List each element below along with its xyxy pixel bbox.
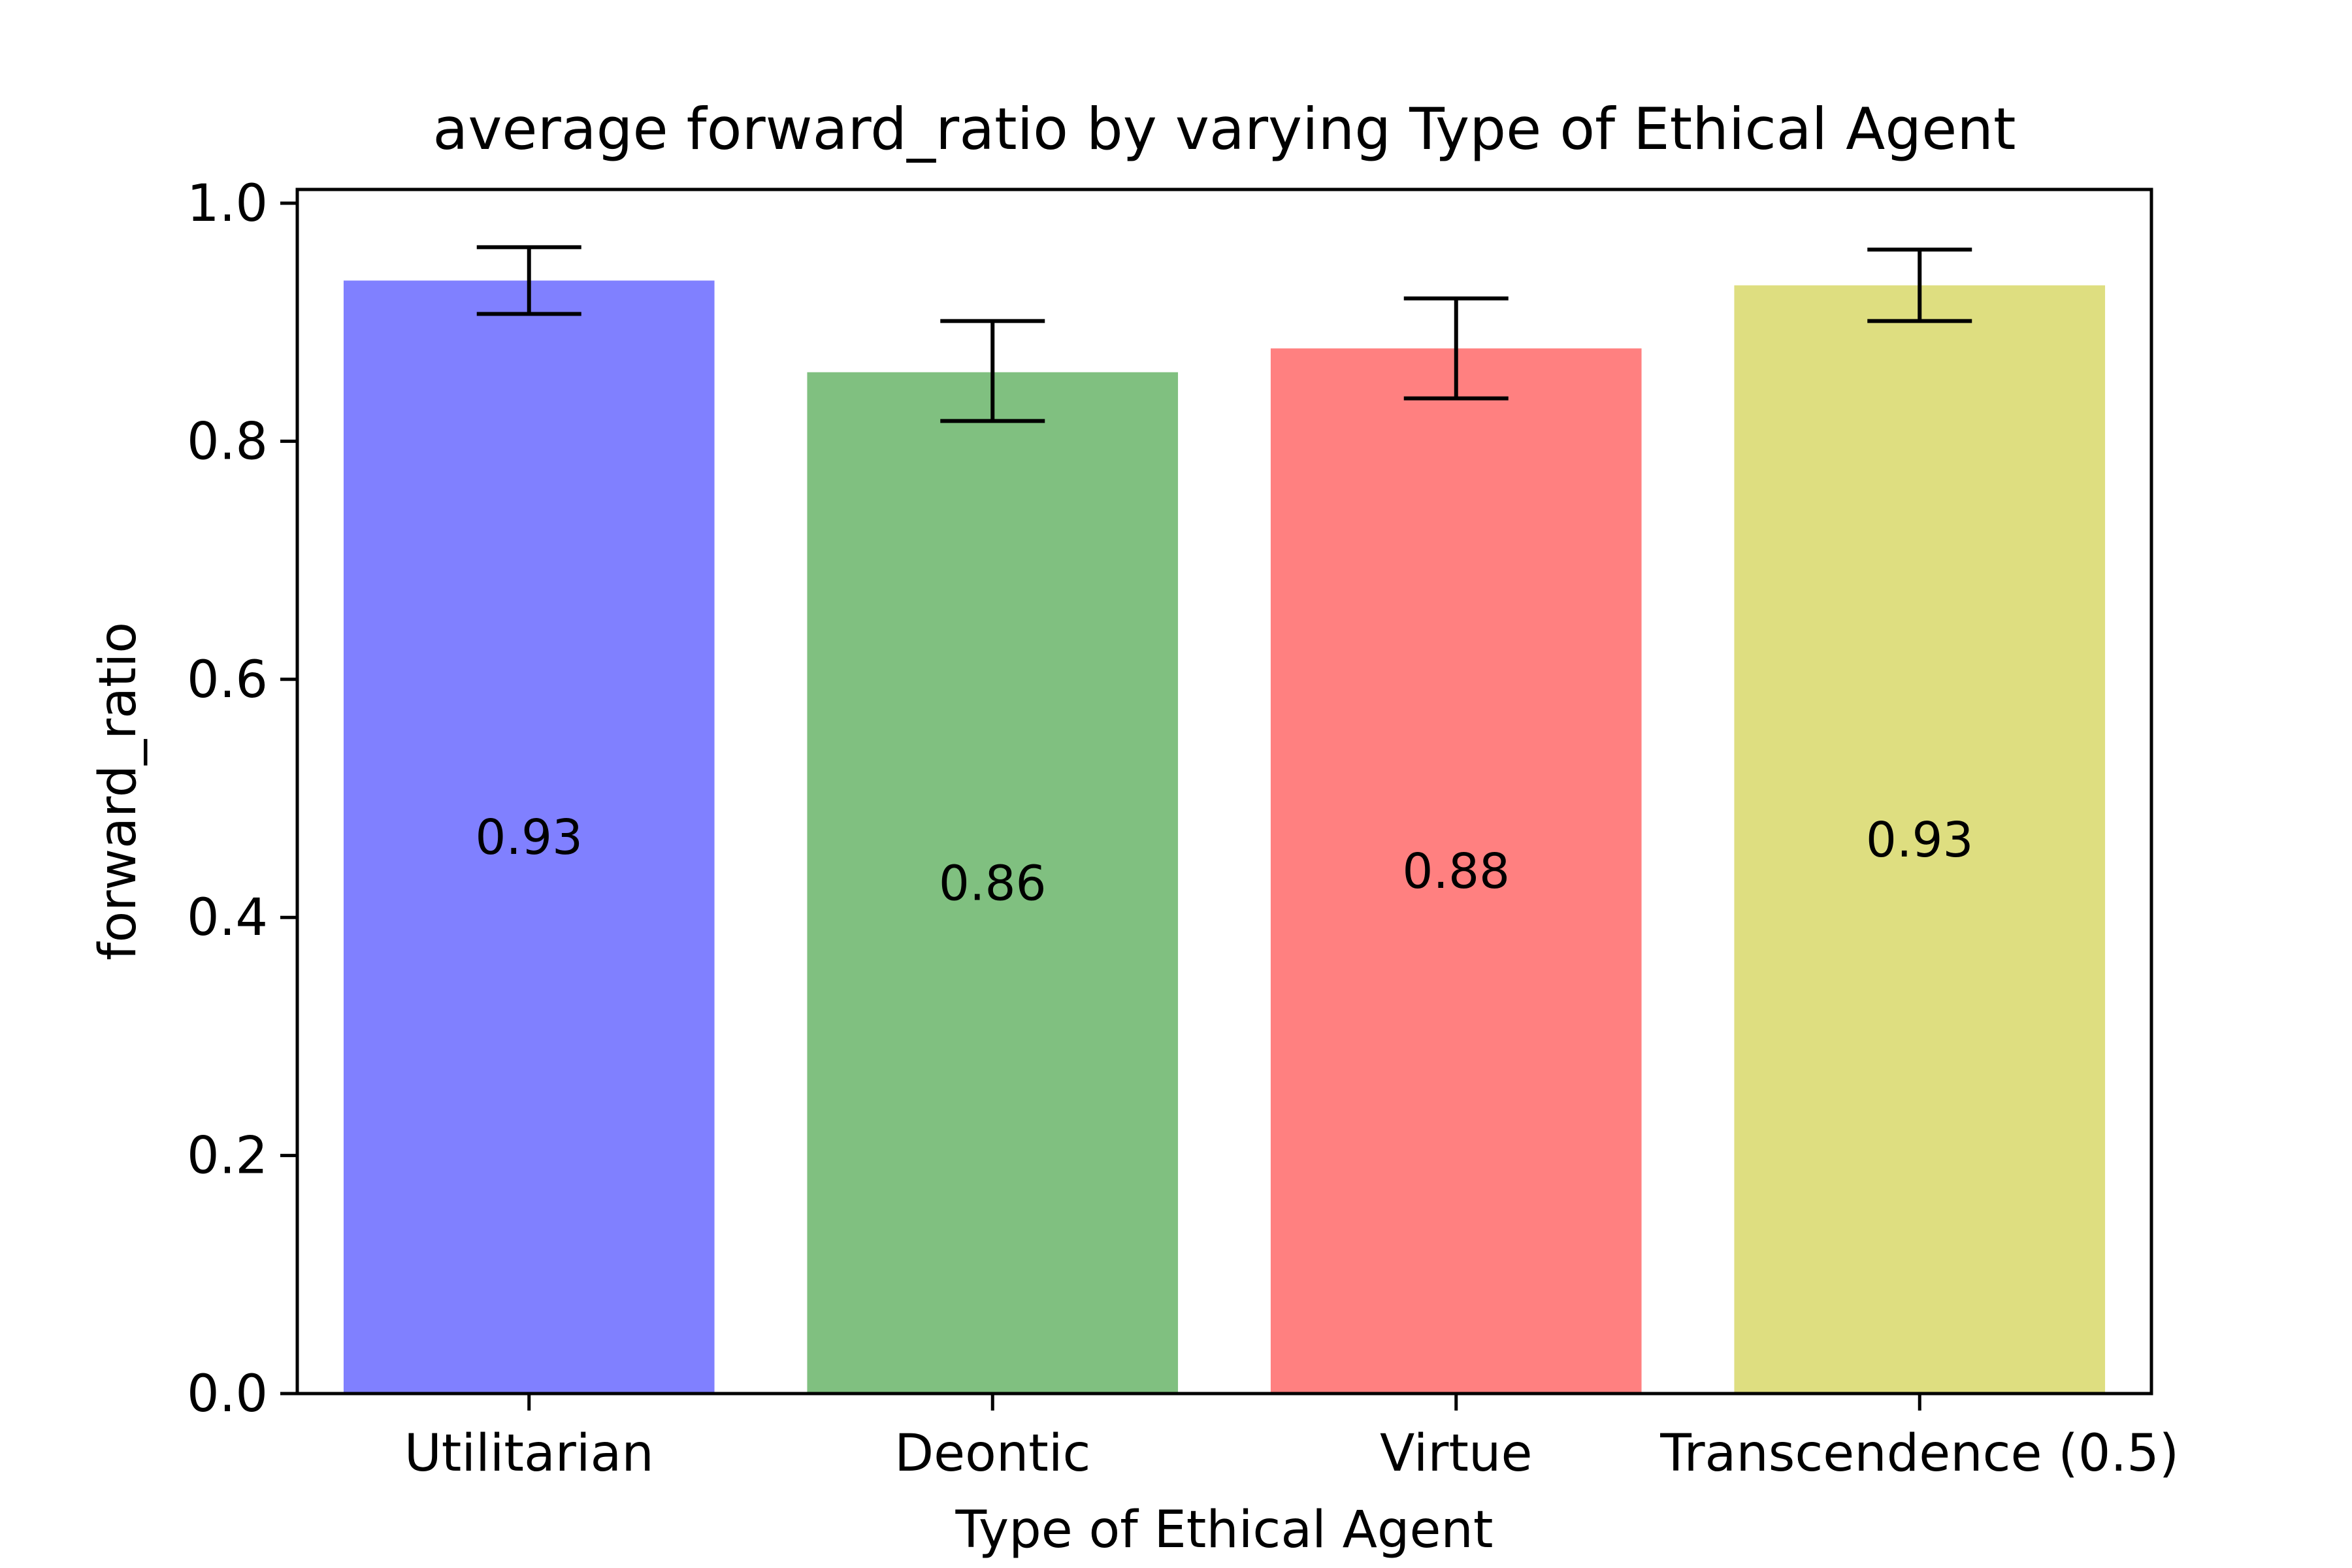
bars-layer [343,280,2106,1394]
y-tick-label: 1.0 [187,174,268,233]
y-axis: 0.0 0.2 0.4 0.6 0.8 1.0 [187,174,297,1424]
y-tick-label: 0.0 [187,1365,268,1424]
bar-value-label: 0.88 [1402,843,1510,900]
bar-value-label: 0.86 [939,855,1047,911]
chart-title: average forward_ratio by varying Type of… [433,95,2016,163]
x-tick-label: Utilitarian [404,1424,654,1483]
bar-utilitarian [343,280,715,1394]
bar-value-label: 0.93 [1866,812,1974,868]
bar-deontic [807,372,1179,1394]
bar-transcendence-0-5 [1734,285,2106,1394]
x-tick-label: Deontic [894,1424,1090,1483]
bar-value-label: 0.93 [475,809,583,866]
value-labels-layer: 0.93 0.86 0.88 0.93 [475,809,1973,911]
x-axis: Utilitarian Deontic Virtue Transcendence (0… [404,1394,2179,1483]
plot-frame [295,188,2153,1396]
x-tick-label: Virtue [1380,1424,1532,1483]
x-tick-label: Transcendence (0.5) [1659,1424,2179,1483]
x-axis-label: Type of Ethical Agent [955,1501,1494,1560]
y-axis-label: forward_ratio [89,622,148,960]
y-tick-label: 0.2 [187,1127,268,1186]
bar-virtue [1270,348,1642,1394]
error-bars-layer [476,245,1972,423]
y-tick-label: 0.8 [187,412,268,471]
y-tick-label: 0.4 [187,889,268,947]
y-tick-label: 0.6 [187,651,268,710]
